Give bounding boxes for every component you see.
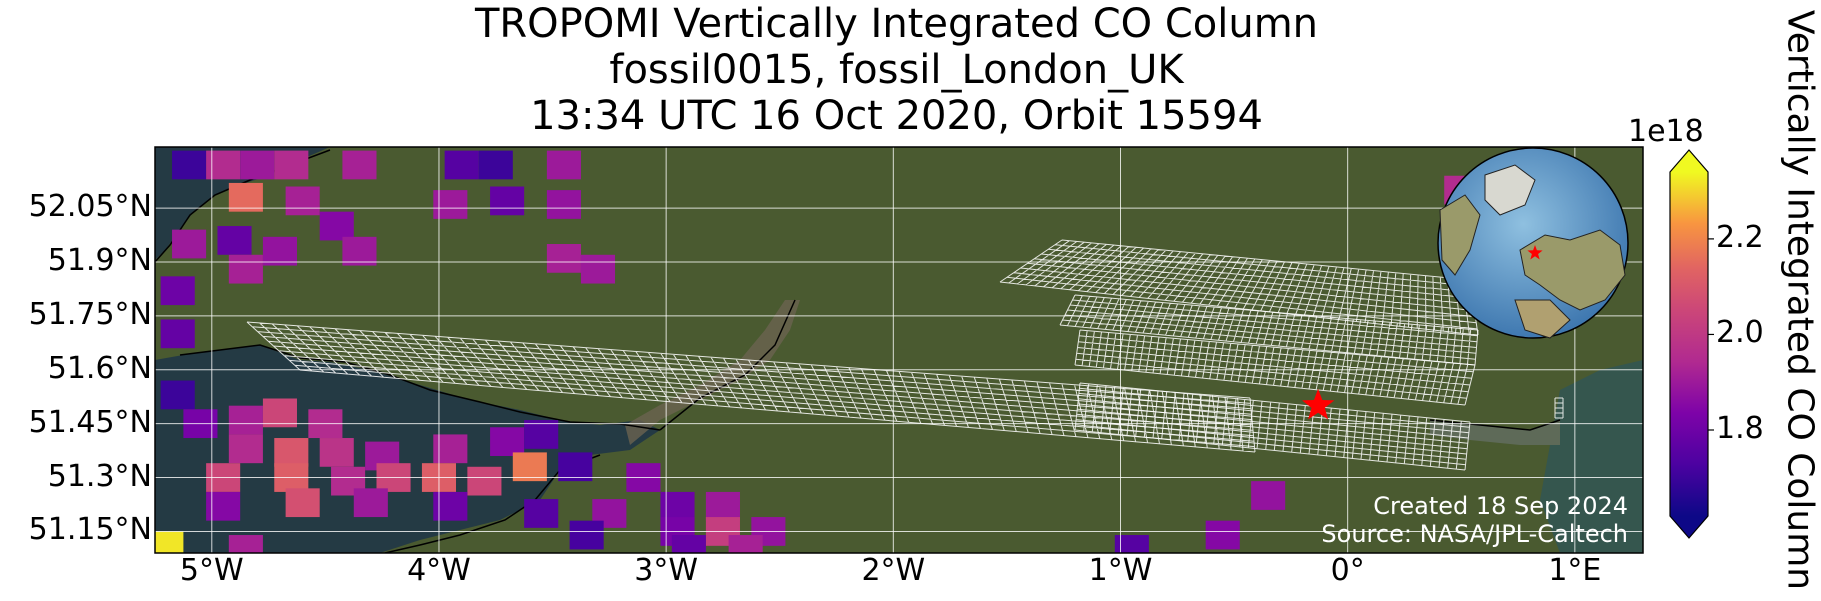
- co-pixel: [262, 236, 297, 266]
- co-pixel: [240, 150, 275, 180]
- colorbar-tick-label: 2.0: [1716, 315, 1764, 351]
- lon-tick-label: 5°W: [179, 553, 244, 588]
- footprint-swath-north-2: [1059, 294, 1479, 366]
- lon-tick-label: 1°W: [1088, 553, 1153, 588]
- co-pixel: [160, 380, 195, 410]
- co-pixel: [160, 319, 195, 349]
- colorbar-exponent: 1e18: [1628, 114, 1704, 149]
- co-pixel: [490, 186, 525, 216]
- co-pixel: [660, 491, 695, 521]
- colorbar-tick-label: 1.8: [1716, 411, 1764, 446]
- globe-land-greenland: [1484, 164, 1536, 216]
- lon-tick-label: 3°W: [634, 553, 699, 588]
- co-pixel: [433, 491, 468, 521]
- footprint-outlines: [246, 239, 1564, 471]
- lat-tick-label: 51.45°N: [28, 404, 152, 440]
- title-line-2: fossil0015, fossil_London_UK: [609, 47, 1184, 93]
- co-pixel: [206, 491, 241, 521]
- co-pixel: [160, 276, 195, 306]
- map-frame: [154, 146, 1644, 554]
- globe-target-star: [1527, 245, 1543, 260]
- co-pixel: [172, 229, 207, 259]
- co-pixel: [319, 211, 354, 241]
- lat-tick-label: 51.75°N: [28, 296, 152, 332]
- co-pixel: [285, 488, 320, 518]
- co-pixel: [353, 488, 388, 518]
- co-pixel: [228, 535, 263, 553]
- co-pixel: [546, 150, 581, 180]
- title-line-1: TROPOMI Vertically Integrated CO Column: [474, 1, 1319, 47]
- co-pixel: [228, 434, 263, 464]
- co-pixel: [228, 254, 263, 284]
- lat-tick-label: 51.9°N: [47, 242, 152, 278]
- co-pixel: [228, 405, 263, 435]
- lat-tick-label: 52.05°N: [28, 189, 152, 225]
- footprint-swath-london: [1074, 382, 1471, 471]
- co-pixel: [155, 531, 184, 553]
- east-sea: [1540, 360, 1643, 553]
- co-pixel: [705, 491, 740, 521]
- co-pixel: [274, 150, 309, 180]
- co-pixel: [1114, 535, 1149, 553]
- footprint-swath-north-1: [999, 239, 1479, 336]
- co-pixel: [217, 226, 252, 255]
- co-pixel: [580, 254, 616, 284]
- co-pixel: [490, 427, 525, 456]
- co-pixel: [433, 190, 468, 219]
- co-pixel: [524, 499, 559, 528]
- globe-land-africa: [1514, 299, 1571, 339]
- title-line-3: 13:34 UTC 16 Oct 2020, Orbit 15594: [530, 93, 1263, 139]
- colorbar-label: Vertically Integrated CO Column: [1779, 9, 1821, 591]
- footprint-small-east: [1554, 397, 1564, 419]
- co-pixel: [524, 420, 559, 449]
- globe-land-americas: [1439, 194, 1481, 276]
- co-pixel: [206, 150, 241, 180]
- co-pixel: [444, 150, 479, 180]
- co-pixel: [228, 182, 263, 212]
- co-pixel: [262, 398, 297, 428]
- globe-land-europe: [1519, 229, 1626, 311]
- lon-tick-label: 1°E: [1548, 553, 1602, 588]
- severn-estuary: [625, 300, 800, 445]
- co-pixel: [342, 150, 377, 180]
- co-pixel: [546, 190, 581, 219]
- co-pixel: [319, 438, 354, 467]
- lon-tick-label: 4°W: [407, 553, 471, 588]
- co-pixel: [342, 236, 377, 266]
- lon-tick-label: 0°: [1330, 553, 1365, 588]
- co-pixel: [478, 150, 513, 180]
- co-pixel: [1251, 481, 1286, 510]
- inset-globe: [1437, 147, 1629, 339]
- co-pixel: [569, 520, 604, 550]
- credit-created: Created 18 Sep 2024: [1373, 492, 1628, 520]
- co-pixel: [467, 466, 502, 496]
- target-star-marker: [1302, 388, 1335, 420]
- co-pixel: [546, 244, 581, 273]
- lon-tick-label: 2°W: [861, 553, 926, 588]
- colorbar: [1669, 149, 1714, 539]
- lat-tick-label: 51.3°N: [47, 458, 152, 494]
- footprint-swath-north-3: [1074, 329, 1476, 406]
- co-pixel: [671, 535, 706, 553]
- co-pixel: [172, 150, 207, 180]
- co-pixel: [728, 535, 763, 553]
- co-pixel: [1205, 520, 1240, 550]
- co-pixel: [285, 186, 320, 216]
- co-pixel: [512, 452, 547, 482]
- lat-tick-label: 51.6°N: [47, 350, 152, 386]
- colorbar-tick-label: 2.2: [1716, 219, 1764, 255]
- co-pixel: [558, 452, 593, 482]
- credit-source: Source: NASA/JPL-Caltech: [1321, 520, 1628, 548]
- co-pixel: [433, 434, 468, 464]
- co-pixel: [274, 438, 309, 467]
- lat-tick-label: 51.15°N: [28, 512, 152, 548]
